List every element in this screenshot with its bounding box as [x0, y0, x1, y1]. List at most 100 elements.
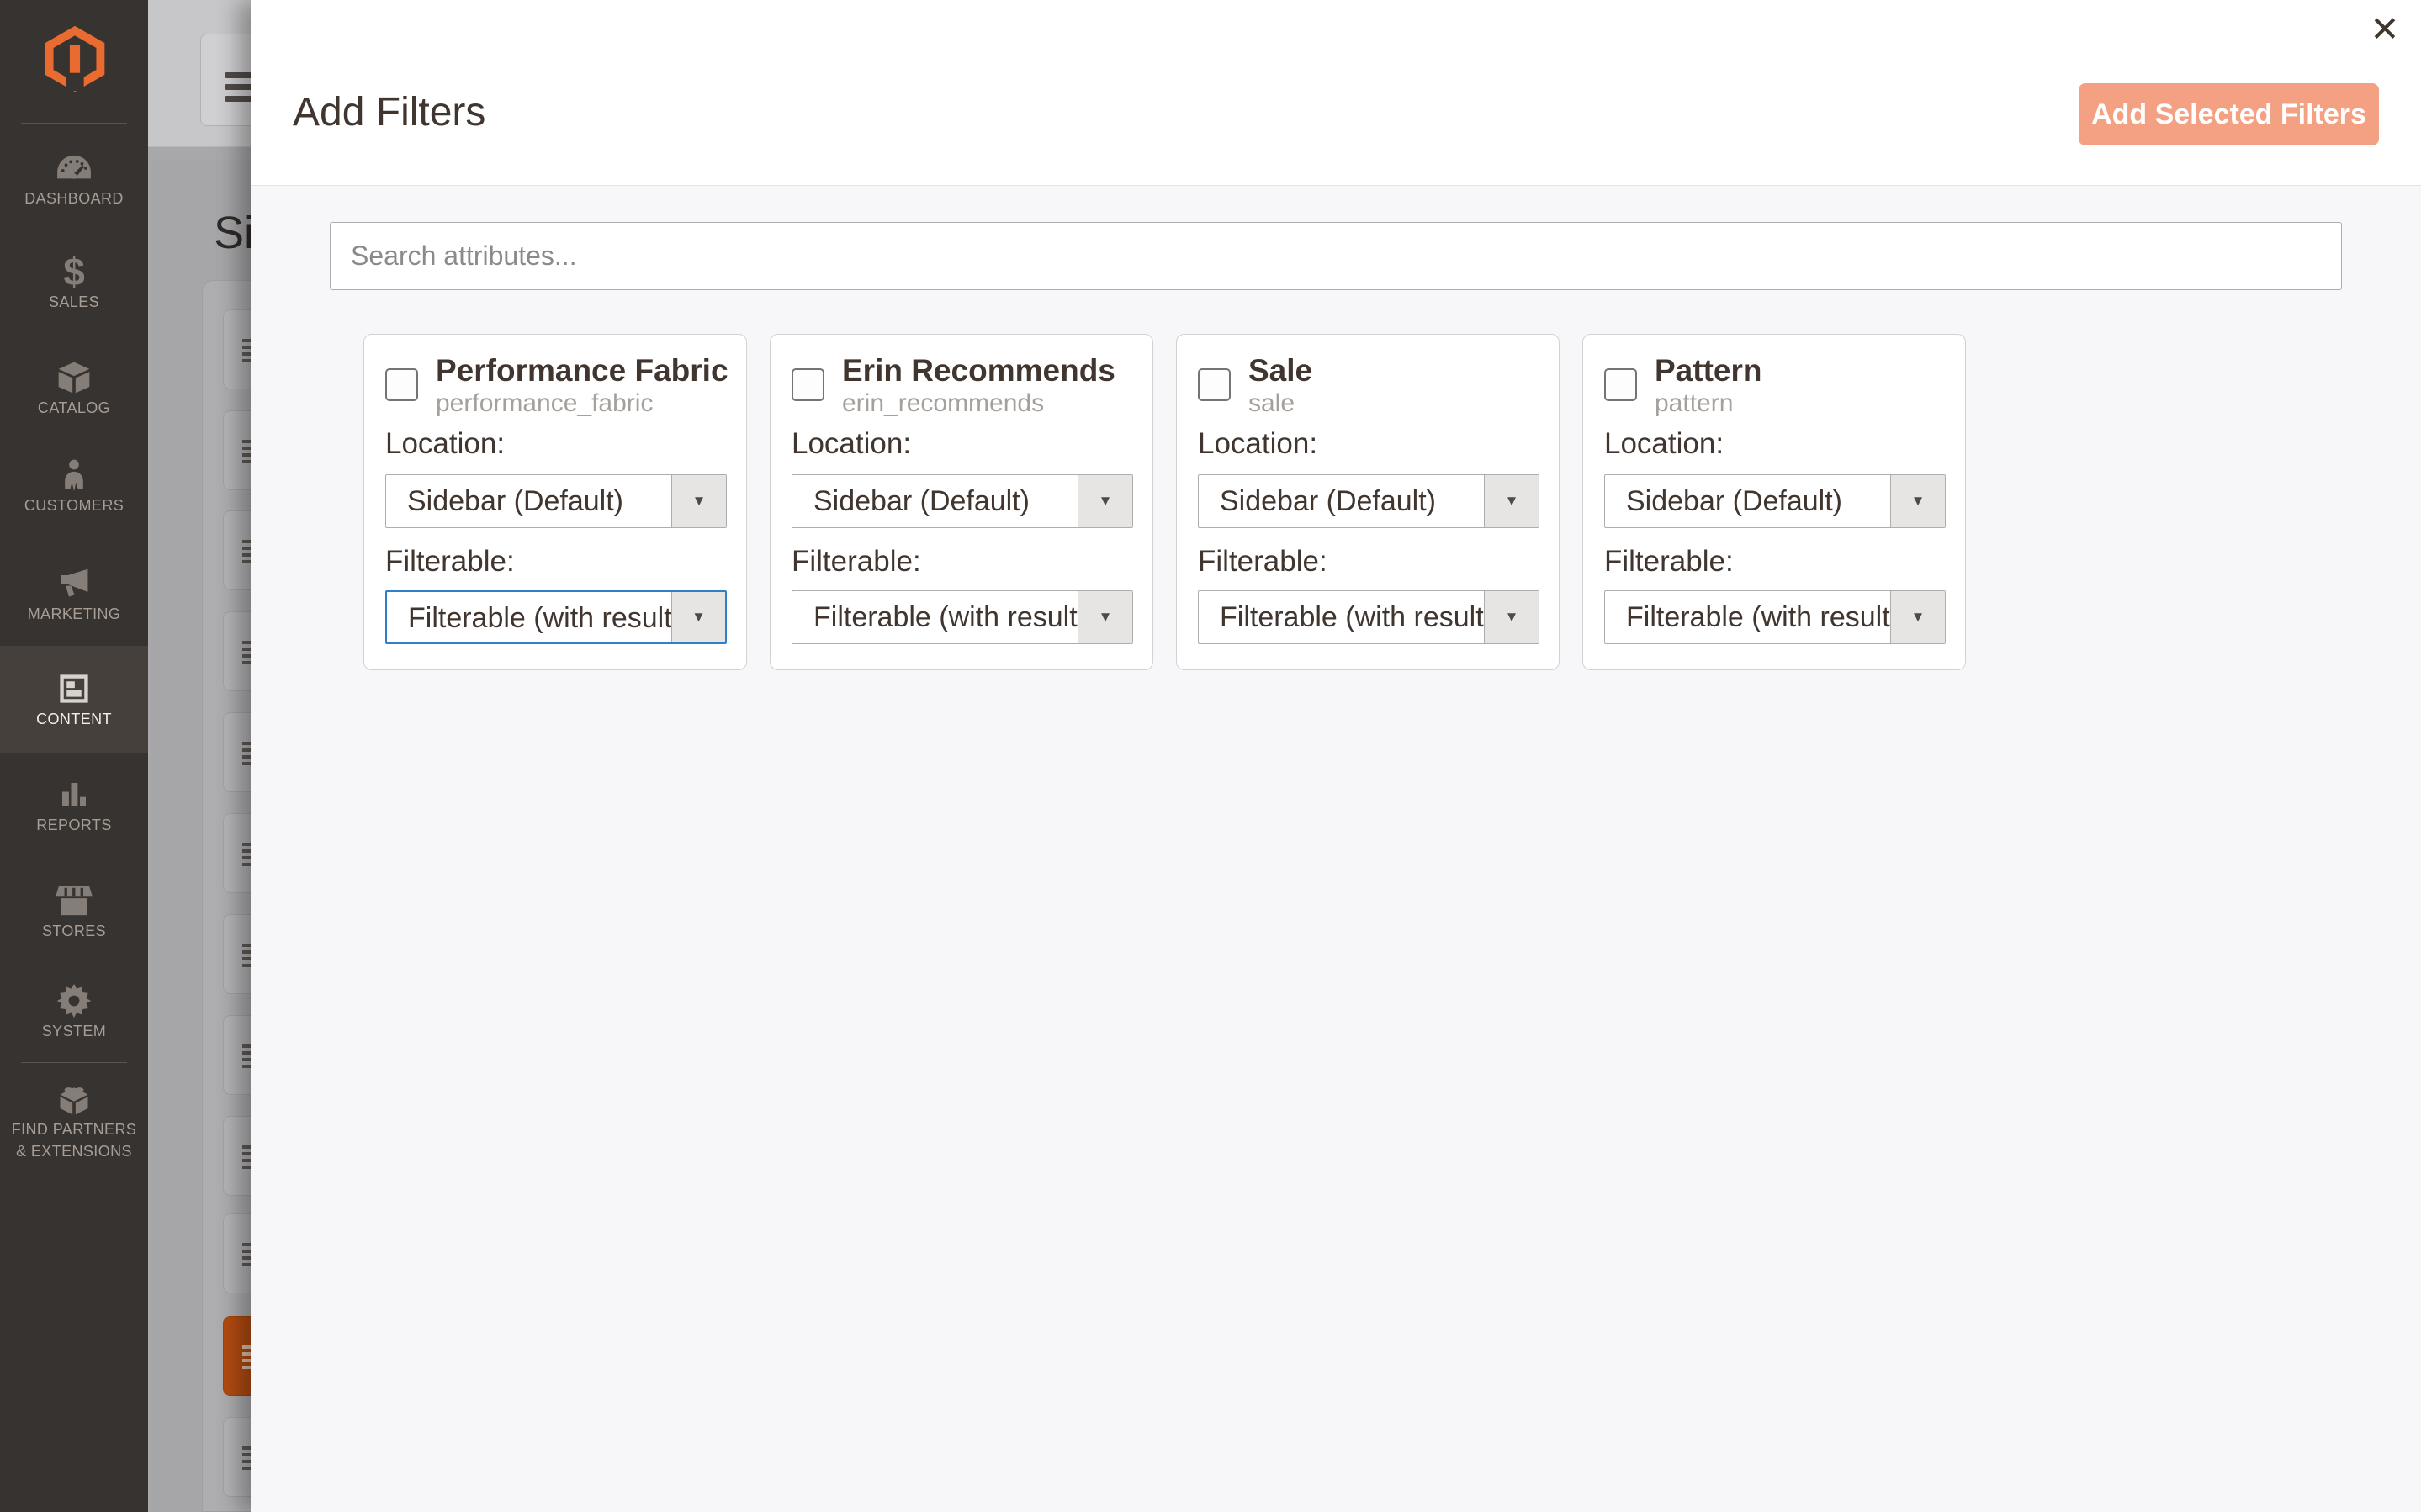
hamburger-menu-icon: [200, 34, 251, 126]
filterable-select[interactable]: Filterable (with results) ▼: [1604, 590, 1946, 644]
location-label: Location:: [792, 427, 912, 460]
sidebar-item-reports[interactable]: REPORTS: [0, 776, 148, 835]
marketing-icon: [56, 565, 93, 602]
background-attribute-row: [223, 1417, 251, 1497]
background-attribute-row-selected: [223, 1316, 251, 1396]
location-select-value: Sidebar (Default): [1220, 485, 1437, 517]
chevron-down-icon: ▼: [1078, 475, 1132, 527]
background-attribute-row: [223, 510, 251, 590]
system-icon: [56, 982, 93, 1019]
lego-brick-icon: [56, 1081, 93, 1118]
catalog-icon: [56, 359, 93, 396]
background-attribute-row: [223, 813, 251, 893]
filterable-label: Filterable:: [385, 545, 515, 578]
text-lines-icon: [242, 1345, 251, 1369]
sidebar-item-find-partners[interactable]: FIND PARTNERS & EXTENSIONS: [0, 1081, 148, 1161]
filterable-label: Filterable:: [1604, 545, 1734, 578]
sidebar-item-label: STORES: [41, 923, 107, 939]
sidebar-item-label: CONTENT: [36, 711, 112, 727]
sidebar-item-dashboard[interactable]: DASHBOARD: [0, 150, 148, 209]
stores-icon: [55, 882, 93, 919]
add-selected-filters-button[interactable]: Add Selected Filters: [2079, 83, 2379, 145]
location-select[interactable]: Sidebar (Default) ▼: [792, 474, 1133, 528]
filterable-label: Filterable:: [1198, 545, 1327, 578]
sidebar-item-system[interactable]: SYSTEM: [0, 982, 148, 1041]
filterable-select[interactable]: Filterable (with results) ▼: [792, 590, 1133, 644]
location-select[interactable]: Sidebar (Default) ▼: [1604, 474, 1946, 528]
text-lines-icon: [242, 742, 251, 765]
sidebar-item-sales[interactable]: $ SALES: [0, 250, 148, 312]
sales-icon: $: [63, 250, 85, 293]
filterable-select-value: Filterable (with results): [408, 602, 696, 634]
add-filters-modal: Add Filters ✕ Add Selected Filters Perfo…: [251, 0, 2421, 1512]
magento-logo-icon[interactable]: [43, 25, 107, 93]
sidebar-item-label: CUSTOMERS: [24, 497, 124, 514]
close-icon[interactable]: ✕: [2362, 7, 2408, 52]
filterable-select-value: Filterable (with results): [813, 601, 1101, 633]
filter-code: sale: [1248, 389, 1295, 417]
filterable-select-value: Filterable (with results): [1220, 601, 1507, 633]
background-attribute-row: [223, 1116, 251, 1196]
filter-card-sale: Sale sale Location: Sidebar (Default) ▼ …: [1176, 334, 1560, 670]
filterable-label: Filterable:: [792, 545, 921, 578]
sidebar-item-marketing[interactable]: MARKETING: [0, 565, 148, 624]
location-select-value: Sidebar (Default): [407, 485, 624, 517]
text-lines-icon: [242, 1044, 251, 1068]
filter-title: Pattern: [1655, 353, 1762, 388]
background-attribute-row: [223, 309, 251, 389]
location-label: Location:: [1198, 427, 1318, 460]
filter-title: Erin Recommends: [842, 353, 1115, 388]
text-lines-icon: [242, 641, 251, 664]
filter-code: erin_recommends: [842, 389, 1045, 417]
background-page: Si: [148, 0, 251, 1512]
text-lines-icon: [242, 944, 251, 967]
filter-checkbox[interactable]: [385, 368, 418, 401]
text-lines-icon: [242, 1243, 251, 1266]
background-attribute-row: [223, 611, 251, 691]
filter-code: performance_fabric: [436, 389, 654, 417]
background-attribute-row: [223, 712, 251, 792]
dashboard-icon: [55, 150, 93, 187]
sidebar-item-label: REPORTS: [36, 817, 112, 833]
location-label: Location:: [385, 427, 506, 460]
sidebar-item-customers[interactable]: CUSTOMERS: [0, 457, 148, 515]
sidebar-item-label-line2: & EXTENSIONS: [16, 1143, 132, 1160]
location-select[interactable]: Sidebar (Default) ▼: [385, 474, 727, 528]
text-lines-icon: [242, 843, 251, 866]
sidebar-divider: [21, 123, 127, 124]
filter-checkbox[interactable]: [1604, 368, 1637, 401]
filter-checkbox[interactable]: [792, 368, 824, 401]
modal-title: Add Filters: [293, 90, 486, 135]
sidebar-divider: [21, 1062, 127, 1063]
chevron-down-icon: ▼: [1890, 475, 1945, 527]
sidebar-item-label: CATALOG: [37, 399, 111, 416]
location-select[interactable]: Sidebar (Default) ▼: [1198, 474, 1539, 528]
background-page-title: Si: [214, 208, 251, 258]
sidebar-item-label: SALES: [48, 293, 100, 310]
chevron-down-icon: ▼: [1484, 475, 1539, 527]
filterable-select[interactable]: Filterable (with results) ▼: [1198, 590, 1539, 644]
admin-sidebar: DASHBOARD $ SALES CATALOG CUSTOMERS MARK…: [0, 0, 148, 1512]
filterable-select-value: Filterable (with results): [1626, 601, 1914, 633]
filter-card-performance-fabric: Performance Fabric performance_fabric Lo…: [363, 334, 747, 670]
sidebar-item-content[interactable]: CONTENT: [0, 670, 148, 729]
filterable-select[interactable]: Filterable (with results) ▼: [385, 590, 727, 644]
filter-checkbox[interactable]: [1198, 368, 1231, 401]
text-lines-icon: [242, 1446, 251, 1470]
sidebar-item-label: SYSTEM: [41, 1023, 107, 1039]
chevron-down-icon: ▼: [1890, 591, 1945, 643]
sidebar-item-catalog[interactable]: CATALOG: [0, 359, 148, 418]
search-attributes-input[interactable]: [330, 222, 2342, 290]
background-attribute-row: [223, 410, 251, 490]
filter-code: pattern: [1655, 389, 1734, 417]
location-label: Location:: [1604, 427, 1724, 460]
filter-card-erin-recommends: Erin Recommends erin_recommends Location…: [770, 334, 1153, 670]
location-select-value: Sidebar (Default): [813, 485, 1030, 517]
text-lines-icon: [242, 440, 251, 463]
sidebar-item-label: DASHBOARD: [24, 190, 124, 207]
sidebar-item-stores[interactable]: STORES: [0, 882, 148, 941]
text-lines-icon: [242, 1145, 251, 1169]
location-select-value: Sidebar (Default): [1626, 485, 1843, 517]
text-lines-icon: [242, 540, 251, 563]
